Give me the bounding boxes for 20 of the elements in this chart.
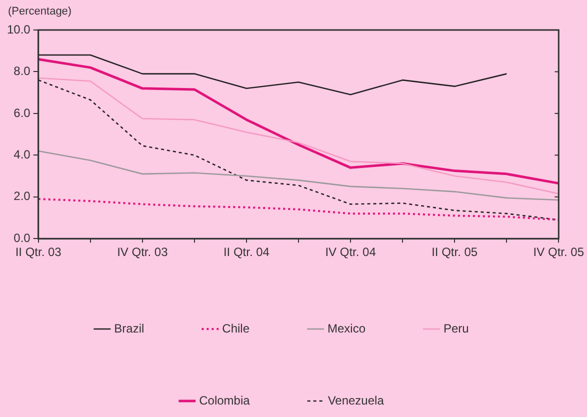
- x-tick-label: IV Qtr. 05: [533, 245, 584, 260]
- y-tick-label: 2.0: [14, 189, 31, 204]
- legend-label: Colombia: [199, 393, 250, 408]
- legend-label: Mexico: [327, 321, 366, 336]
- x-tick-label: II Qtr. 04: [223, 245, 270, 260]
- y-axis-title: (Percentage): [8, 6, 72, 18]
- legend-label: Peru: [444, 321, 469, 336]
- legend-label: Chile: [222, 321, 250, 336]
- legend-label: Venezuela: [328, 393, 384, 408]
- x-tick-label: II Qtr. 05: [432, 245, 478, 260]
- x-tick-label: IV Qtr. 04: [325, 245, 376, 260]
- x-tick-label: IV Qtr. 03: [117, 245, 168, 260]
- x-tick-label: II Qtr. 03: [15, 245, 62, 260]
- y-tick-label: 6.0: [14, 106, 31, 120]
- y-tick-label: 10.0: [6, 22, 31, 36]
- y-tick-label: 0.0: [14, 230, 31, 245]
- line-series: [37, 198, 560, 221]
- y-tick-label: 8.0: [14, 64, 31, 78]
- y-tick-label: 4.0: [14, 147, 31, 162]
- legend-label: Brazil: [114, 321, 144, 336]
